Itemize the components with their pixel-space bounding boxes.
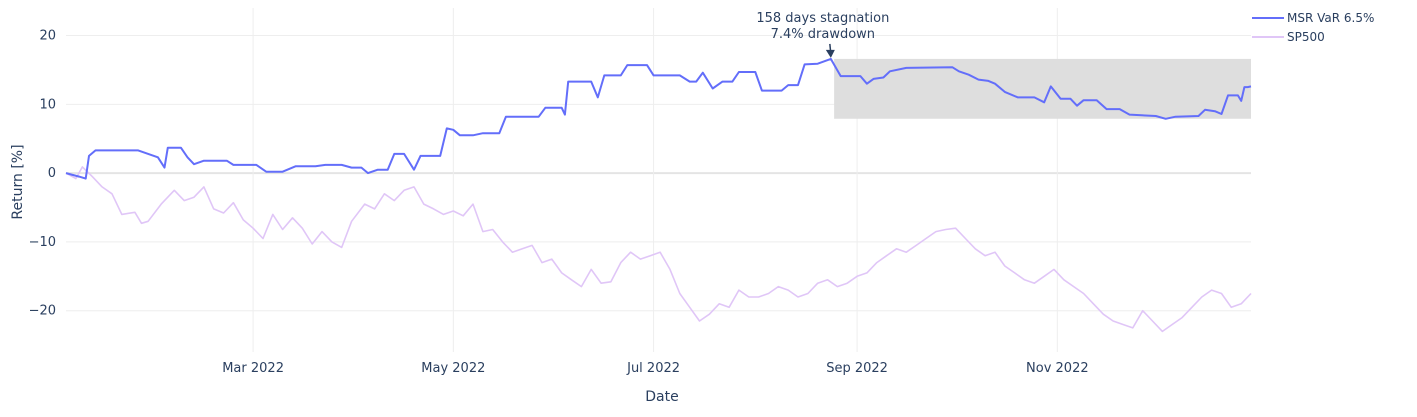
stagnation-region	[834, 58, 1251, 119]
y-axis-title: Return [%]	[10, 144, 26, 219]
y-tick-label: 10	[39, 97, 56, 112]
stagnation-region-layer	[834, 58, 1251, 119]
grid-layer	[66, 8, 1251, 352]
annotation-text-line: 7.4% drawdown	[771, 27, 875, 42]
x-tick-label: Jul 2022	[626, 361, 680, 376]
annotation-arrow-head	[825, 49, 835, 58]
x-tick-label: Sep 2022	[826, 361, 888, 376]
legend-item-msr[interactable]: MSR VaR 6.5%	[1252, 11, 1374, 25]
y-tick-label: 0	[48, 166, 56, 181]
x-tick-label: Nov 2022	[1026, 361, 1089, 376]
series-line-sp500	[65, 166, 1252, 333]
annotation-text-line: 158 days stagnation	[756, 11, 889, 26]
legend-item-sp500[interactable]: SP500	[1252, 30, 1325, 44]
x-tick-label: Mar 2022	[222, 361, 284, 376]
legend-label-msr: MSR VaR 6.5%	[1287, 11, 1374, 25]
series-line-msr	[65, 57, 1252, 180]
tick-layer: −20 −10 0 10 20 Mar 2022 May 2022 Jul 2022 Sep 2…	[29, 29, 1089, 376]
legend: MSR VaR 6.5% SP500	[1252, 11, 1374, 44]
legend-label-sp500: SP500	[1287, 30, 1325, 44]
x-axis-title: Date	[645, 389, 678, 405]
y-tick-label: −20	[29, 304, 56, 319]
y-tick-label: 20	[39, 29, 56, 44]
x-tick-label: May 2022	[421, 361, 485, 376]
series-layer	[65, 57, 1252, 333]
y-tick-label: −10	[29, 235, 56, 250]
